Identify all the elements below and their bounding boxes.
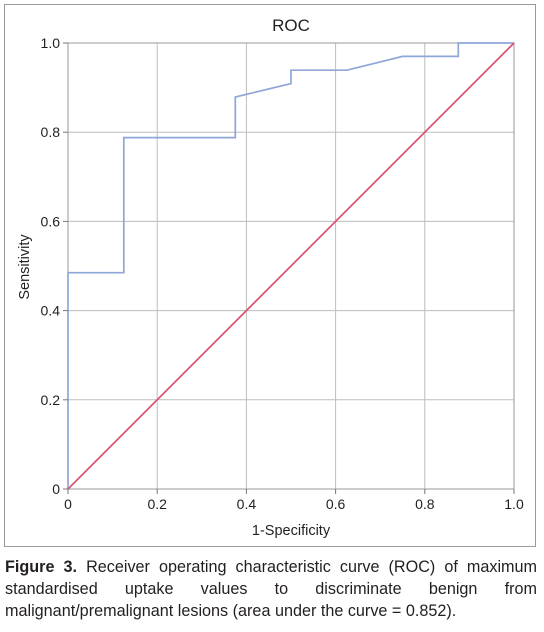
axes: 0 0.2 0.4 0.6 0.8 1.0 0 0.2 0.4 0.6 0.8 1.0: [41, 35, 524, 512]
y-tick-label: 0.8: [41, 124, 61, 140]
y-tick-label: 0: [52, 481, 60, 497]
x-tick-label: 0.2: [147, 496, 167, 512]
x-axis-label: 1-Specificity: [252, 523, 331, 539]
chart-title: ROC: [272, 16, 310, 35]
y-axis-label: Sensitivity: [17, 234, 33, 300]
caption-text: Receiver operating characteristic curve …: [5, 558, 538, 620]
roc-curve-line: [67, 42, 514, 489]
y-tick-label: 1.0: [41, 35, 61, 51]
y-tick-label: 0.2: [41, 392, 61, 408]
y-tick-label: 0.4: [41, 303, 61, 319]
x-tick-label: 0.6: [326, 496, 346, 512]
plot-area: [67, 42, 515, 490]
roc-chart: 0 0.2 0.4 0.6 0.8 1.0 0 0.2 0.4 0.6 0.8 1.0 ROC 1-S…: [17, 16, 524, 539]
y-tick-label: 0.6: [41, 213, 61, 229]
figure-panel: 0 0.2 0.4 0.6 0.8 1.0 0 0.2 0.4 0.6 0.8 1.0 ROC 1-S…: [4, 4, 536, 547]
x-tick-label: 1.0: [504, 496, 524, 512]
x-tick-label: 0: [64, 496, 72, 512]
x-tick-label: 0.8: [415, 496, 435, 512]
reference-diagonal-line: [67, 42, 515, 490]
x-tick-label: 0.4: [237, 496, 257, 512]
caption-label: Figure 3.: [5, 558, 78, 576]
series-layer: [67, 42, 515, 490]
figure-caption: Figure 3. Receiver operating characteris…: [5, 556, 537, 622]
